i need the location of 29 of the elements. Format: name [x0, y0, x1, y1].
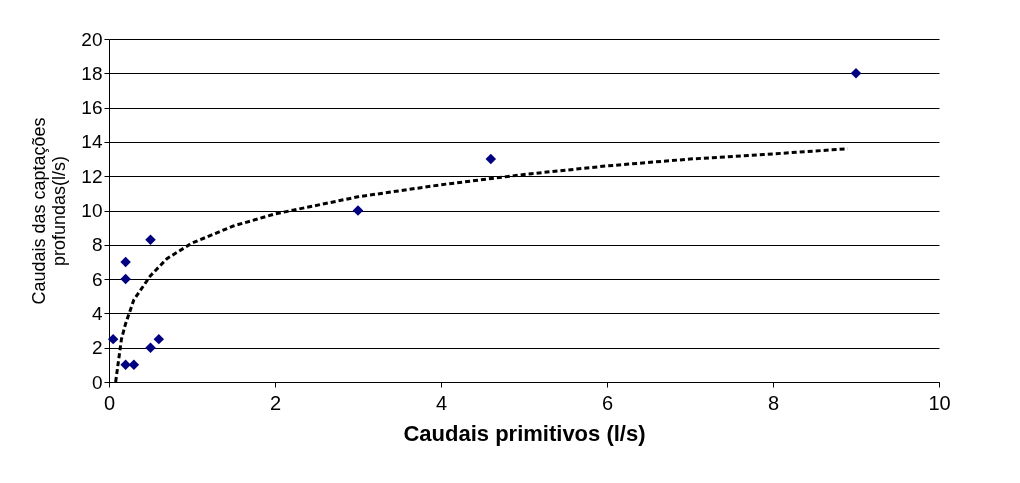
y-tick-label: 4: [91, 302, 103, 324]
point: [128, 359, 140, 371]
x-tick-label: 4: [435, 391, 448, 414]
y-tick-label: 20: [81, 28, 103, 50]
y-tick-label: 6: [91, 268, 103, 290]
x-tick-label: 2: [269, 391, 282, 414]
point: [120, 359, 131, 371]
y-tick-label: 0: [91, 371, 103, 393]
x-tick-label: 6: [601, 391, 614, 414]
point: [145, 234, 156, 245]
y-tick-label: 14: [81, 131, 103, 153]
point: [120, 256, 131, 268]
y-axis-title: Caudais das captações profundas(l/s): [29, 117, 70, 305]
point: [485, 153, 497, 165]
point: [153, 333, 165, 345]
point: [107, 333, 119, 345]
x-axis-title: Caudais primitivos (l/s): [403, 420, 646, 446]
x-tick-label: 10: [928, 391, 951, 414]
y-tick-label: 8: [91, 234, 103, 256]
point: [120, 273, 131, 285]
point: [145, 342, 156, 353]
point: [352, 205, 364, 216]
y-tick-label: 18: [81, 62, 103, 84]
y-tick-label: 2: [91, 337, 103, 359]
y-tick-label: 12: [81, 165, 103, 187]
x-tick-label: 8: [767, 391, 780, 414]
point: [850, 68, 862, 79]
y-tick-label: 16: [81, 97, 103, 119]
y-tick-label: 10: [81, 200, 103, 221]
